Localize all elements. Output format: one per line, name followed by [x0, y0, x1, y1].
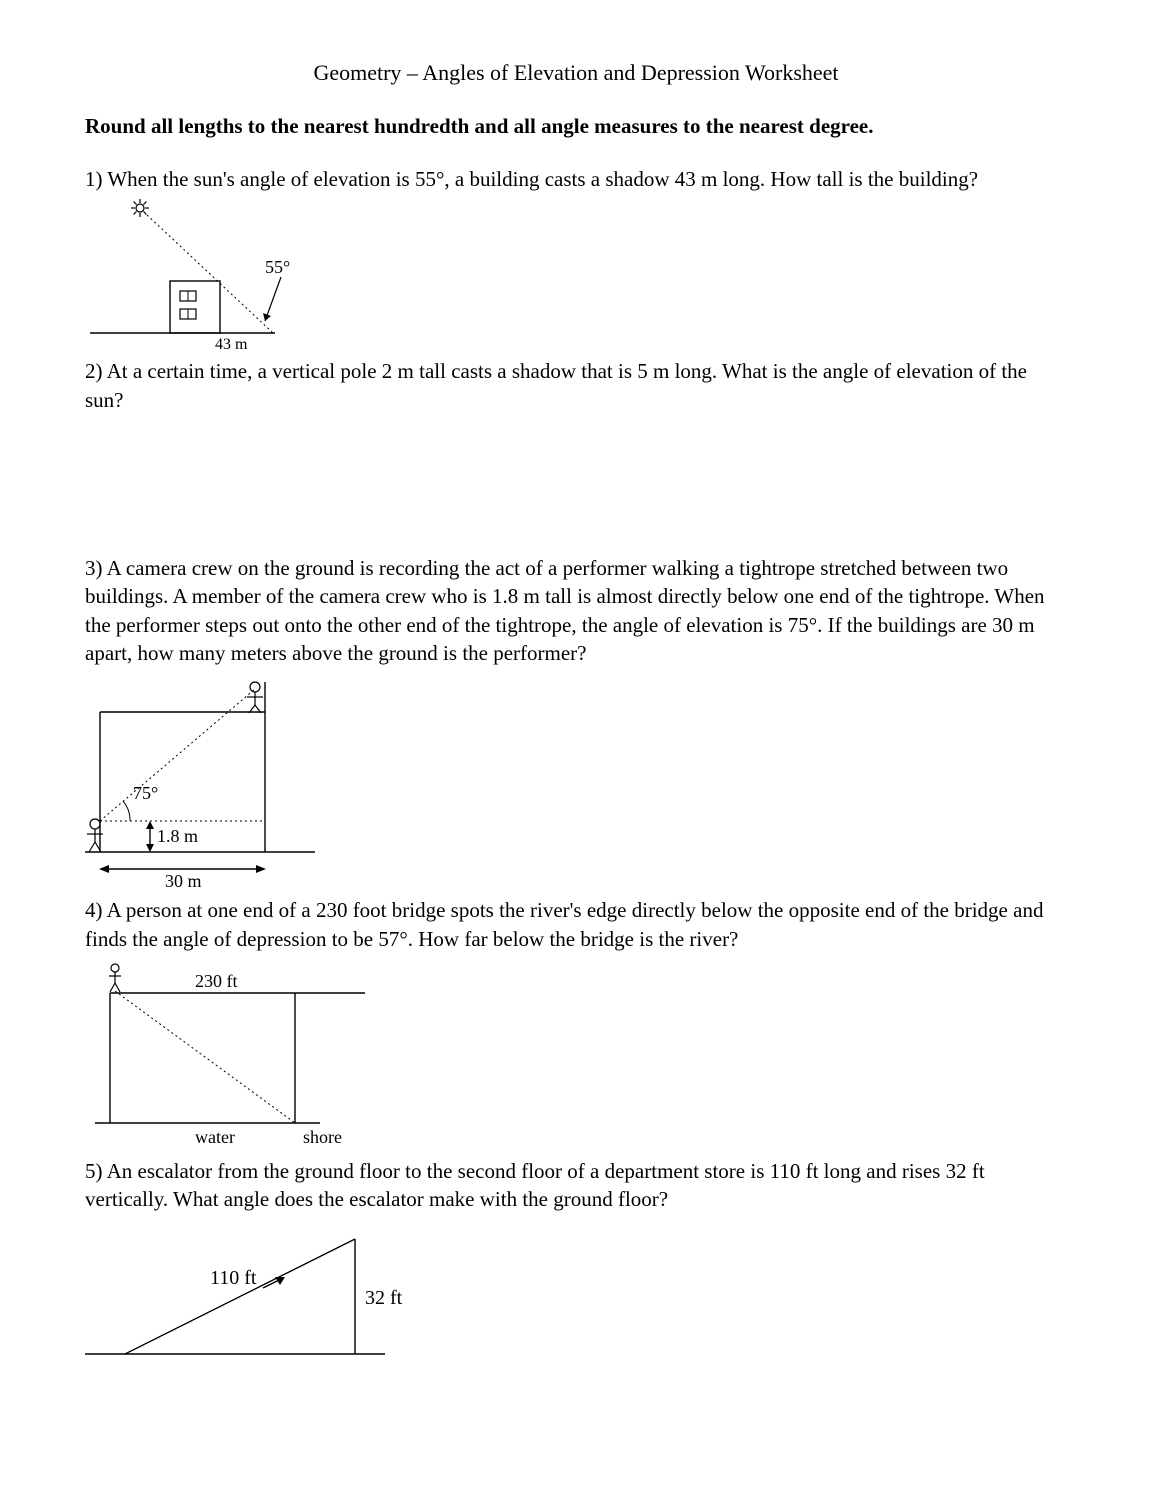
problem-4-text: 4) A person at one end of a 230 foot bri…	[85, 896, 1067, 953]
worksheet-page: Geometry – Angles of Elevation and Depre…	[0, 0, 1152, 1490]
problem-3-text: 3) A camera crew on the ground is record…	[85, 554, 1067, 667]
p1-angle-label: 55°	[265, 257, 290, 277]
problem-2-text: 2) At a certain time, a vertical pole 2 …	[85, 357, 1067, 414]
p5-escalator-label: 110 ft	[210, 1267, 257, 1289]
problem-5-text: 5) An escalator from the ground floor to…	[85, 1157, 1067, 1214]
problem-1-diagram: 55° 43 m	[85, 193, 1067, 353]
p4-shore-label: shore	[303, 1127, 342, 1147]
p3-height-label: 1.8 m	[157, 826, 198, 846]
p1-shadow-label: 43 m	[215, 336, 248, 353]
p4-water-label: water	[195, 1127, 235, 1147]
page-title: Geometry – Angles of Elevation and Depre…	[85, 60, 1067, 86]
p4-bridge-label: 230 ft	[195, 971, 238, 991]
problem-5-diagram: 110 ft 32 ft	[85, 1214, 1067, 1374]
problem-1-text: 1) When the sun's angle of elevation is …	[85, 165, 1067, 193]
p3-angle-label: 75°	[133, 783, 158, 803]
problem-2-workspace	[85, 414, 1067, 554]
p3-distance-label: 30 m	[165, 871, 202, 891]
problem-4-diagram: 230 ft water shore	[85, 953, 1067, 1153]
p5-rise-label: 32 ft	[365, 1287, 403, 1309]
rounding-instruction: Round all lengths to the nearest hundred…	[85, 114, 1067, 139]
problem-3-diagram: 75° 1.8 m 30 m	[85, 667, 1067, 892]
